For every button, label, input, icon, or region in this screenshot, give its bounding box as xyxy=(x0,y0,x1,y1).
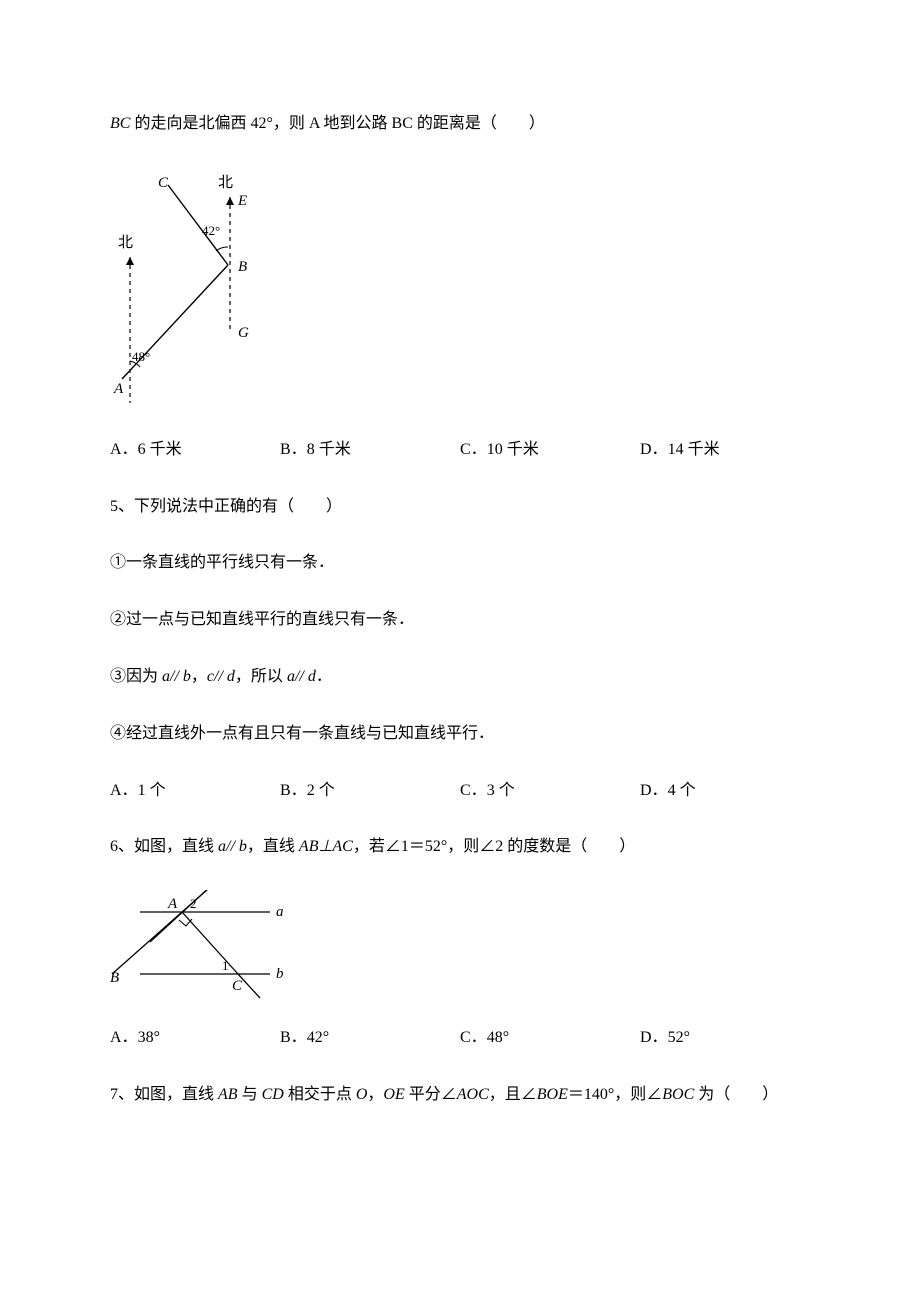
q5-opt-b-text: 2 个 xyxy=(307,782,335,799)
q6-option-c: C．48° xyxy=(460,1024,640,1053)
q7-stem-text: 7、如图，直线 AB 与 CD 相交于点 O，OE 平分∠AOC，且∠BOE＝1… xyxy=(110,1086,778,1103)
q4-label-a: A xyxy=(113,381,124,397)
q6-stem-perp: AB⊥AC xyxy=(299,838,353,855)
q5-s3-m2: c// d xyxy=(207,668,235,685)
q5-s3-m3: a// d xyxy=(287,668,316,685)
q4-option-d: D．14 千米 xyxy=(640,436,720,465)
q4-label-b: B xyxy=(238,259,247,275)
q5-opt-c-text: 3 个 xyxy=(487,782,515,799)
q4-option-c: C．10 千米 xyxy=(460,436,640,465)
q5-options: A．1 个 B．2 个 C．3 个 D．4 个 xyxy=(110,777,810,806)
q5-s3-c2: ，所以 xyxy=(235,668,287,685)
q6-opt-a-text: 38° xyxy=(138,1029,160,1046)
q4-cont-text: 的走向是北偏西 42°，则 A 地到公路 BC 的距离是（ ） xyxy=(130,115,544,132)
q5-s3-end: ． xyxy=(316,668,332,685)
q6-stem-pre: 6、如图，直线 xyxy=(110,838,218,855)
q4-figure: 北 北 C E B G A 48° 42° xyxy=(110,167,280,412)
q4-label-e: E xyxy=(237,193,247,209)
q4-option-b: B．8 千米 xyxy=(280,436,460,465)
q6-stem: 6、如图，直线 a// b，直线 AB⊥AC，若∠1＝52°，则∠2 的度数是（… xyxy=(110,833,810,862)
q6-opt-d-text: 52° xyxy=(668,1029,690,1046)
q6-label-line-b: b xyxy=(276,966,284,982)
q6-angle-2: 2 xyxy=(190,896,197,911)
q5-s2: ②过一点与已知直线平行的直线只有一条． xyxy=(110,606,810,635)
q6-option-d: D．52° xyxy=(640,1024,690,1053)
q5-option-a: A．1 个 xyxy=(110,777,280,806)
q5-option-d: D．4 个 xyxy=(640,777,696,806)
q4-angle-42: 42° xyxy=(202,223,220,238)
q5-s3: ③因为 a// b，c// d，所以 a// d． xyxy=(110,663,810,692)
q6-figure: a b A B C 1 2 xyxy=(110,890,300,1000)
q5-opt-a-text: 1 个 xyxy=(138,782,166,799)
q6-label-C: C xyxy=(232,978,243,994)
q5-s3-pre: ③因为 xyxy=(110,668,162,685)
q4-opt-c-text: 10 千米 xyxy=(487,441,539,458)
page-content: BC 的走向是北偏西 42°，则 A 地到公路 BC 的距离是（ ） 北 北 C… xyxy=(0,0,920,1198)
q5-s1: ①一条直线的平行线只有一条． xyxy=(110,549,810,578)
q5-option-b: B．2 个 xyxy=(280,777,460,806)
q6-stem-mid1: ，直线 xyxy=(247,838,299,855)
q6-option-a: A．38° xyxy=(110,1024,280,1053)
q4-continuation: BC 的走向是北偏西 42°，则 A 地到公路 BC 的距离是（ ） xyxy=(110,110,810,139)
q6-label-A: A xyxy=(167,896,178,912)
q6-angle-1: 1 xyxy=(222,958,229,973)
q5-s3-c1: ， xyxy=(191,668,207,685)
q5-s4: ④经过直线外一点有且只有一条直线与已知直线平行． xyxy=(110,720,810,749)
q4-north-left: 北 xyxy=(118,234,133,251)
q5-opt-d-text: 4 个 xyxy=(668,782,696,799)
q6-stem-ab: a// b xyxy=(218,838,247,855)
q6-option-b: B．42° xyxy=(280,1024,460,1053)
q6-label-line-a: a xyxy=(276,904,284,920)
q4-angle-48: 48° xyxy=(132,349,150,364)
q6-opt-c-text: 48° xyxy=(487,1029,509,1046)
q5-s3-m1: a// b xyxy=(162,668,191,685)
q4-opt-b-text: 8 千米 xyxy=(307,441,351,458)
q4-opt-d-text: 14 千米 xyxy=(668,441,720,458)
q4-options: A．6 千米 B．8 千米 C．10 千米 D．14 千米 xyxy=(110,436,810,465)
q4-opt-a-text: 6 千米 xyxy=(138,441,182,458)
q6-label-B: B xyxy=(110,970,119,986)
q4-option-a: A．6 千米 xyxy=(110,436,280,465)
q5-stem: 5、下列说法中正确的有（ ） xyxy=(110,493,810,522)
q4-north-right: 北 xyxy=(218,174,233,191)
q4-bc: BC xyxy=(110,115,130,132)
q4-label-g: G xyxy=(238,325,249,341)
q6-options: A．38° B．42° C．48° D．52° xyxy=(110,1024,810,1053)
q5-option-c: C．3 个 xyxy=(460,777,640,806)
q7-stem: 7、如图，直线 AB 与 CD 相交于点 O，OE 平分∠AOC，且∠BOE＝1… xyxy=(110,1081,810,1110)
q4-label-c: C xyxy=(158,175,169,191)
q6-stem-mid2: ，若∠1＝52°，则∠2 的度数是（ ） xyxy=(353,838,635,855)
q6-opt-b-text: 42° xyxy=(307,1029,329,1046)
